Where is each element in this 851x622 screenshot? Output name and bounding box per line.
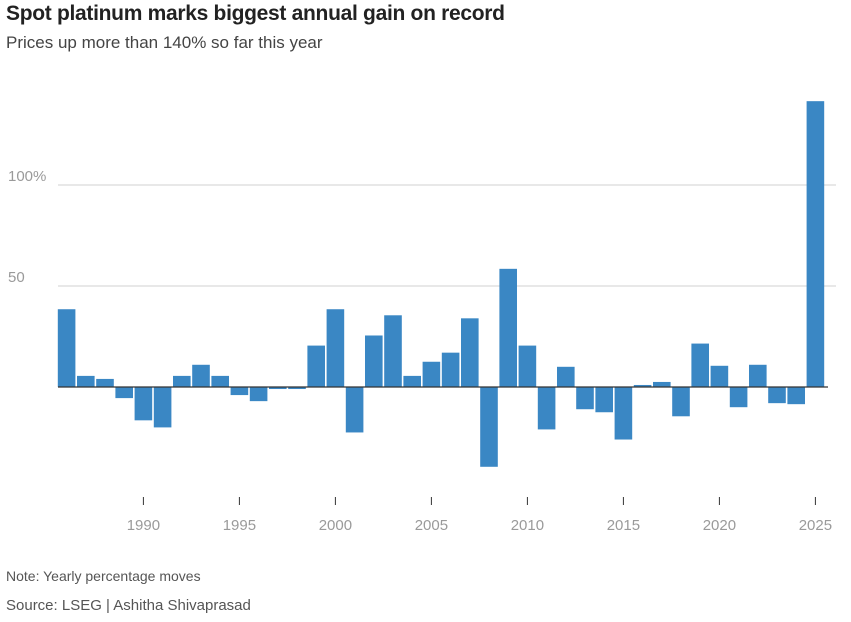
bar-1989 bbox=[115, 387, 133, 399]
bar-2003 bbox=[384, 315, 402, 387]
bar-1988 bbox=[96, 378, 114, 387]
bar-2019 bbox=[691, 343, 709, 387]
bar-2006 bbox=[441, 352, 460, 387]
x-tick-label: 2000 bbox=[319, 517, 352, 534]
bar-1995 bbox=[230, 387, 249, 396]
y-tick-label: 100% bbox=[8, 168, 46, 185]
bar-2016 bbox=[633, 384, 652, 387]
chart-title: Spot platinum marks biggest annual gain … bbox=[6, 2, 505, 25]
bar-2021 bbox=[729, 387, 748, 408]
chart-source: Source: LSEG | Ashitha Shivaprasad bbox=[6, 597, 251, 614]
bar-1994 bbox=[211, 375, 229, 387]
x-tick-label: 2015 bbox=[607, 517, 640, 534]
y-tick-label: 50 bbox=[8, 269, 25, 286]
bar-2025 bbox=[806, 101, 825, 388]
chart-subtitle: Prices up more than 140% so far this yea… bbox=[6, 33, 323, 52]
bar-1998 bbox=[288, 387, 306, 390]
bar-2014 bbox=[595, 387, 613, 413]
bar-2012 bbox=[557, 366, 575, 387]
x-tick-label: 1995 bbox=[223, 517, 256, 534]
x-tick-label: 1990 bbox=[127, 517, 160, 534]
bar-1993 bbox=[192, 364, 210, 387]
bar-2007 bbox=[461, 318, 479, 387]
x-tick-label: 2010 bbox=[511, 517, 544, 534]
bar-1997 bbox=[269, 387, 287, 390]
bar-1991 bbox=[153, 387, 172, 428]
bar-2004 bbox=[403, 375, 421, 387]
bar-2000 bbox=[326, 309, 345, 387]
chart-note: Note: Yearly percentage moves bbox=[6, 568, 201, 584]
bar-2017 bbox=[653, 381, 671, 387]
bar-1987 bbox=[77, 375, 95, 387]
bar-1986 bbox=[57, 309, 76, 387]
bar-1999 bbox=[307, 345, 325, 387]
bar-2010 bbox=[518, 345, 537, 387]
bar-2013 bbox=[576, 387, 594, 410]
bar-2020 bbox=[710, 365, 729, 387]
bar-2022 bbox=[749, 364, 767, 387]
bar-1990 bbox=[134, 387, 153, 421]
x-tick-label: 2025 bbox=[799, 517, 832, 534]
bar-2002 bbox=[365, 335, 383, 387]
bar-2009 bbox=[499, 268, 517, 387]
bar-2001 bbox=[345, 387, 364, 433]
bar-1996 bbox=[249, 387, 268, 402]
bar-1992 bbox=[173, 375, 191, 387]
x-tick-label: 2020 bbox=[703, 517, 736, 534]
bar-2011 bbox=[537, 387, 556, 430]
bar-2005 bbox=[422, 361, 441, 387]
x-tick-label: 2005 bbox=[415, 517, 448, 534]
bar-2015 bbox=[614, 387, 633, 440]
bar-2023 bbox=[768, 387, 786, 404]
bar-2008 bbox=[480, 387, 498, 467]
bar-2018 bbox=[672, 387, 690, 417]
bar-2024 bbox=[787, 387, 805, 405]
